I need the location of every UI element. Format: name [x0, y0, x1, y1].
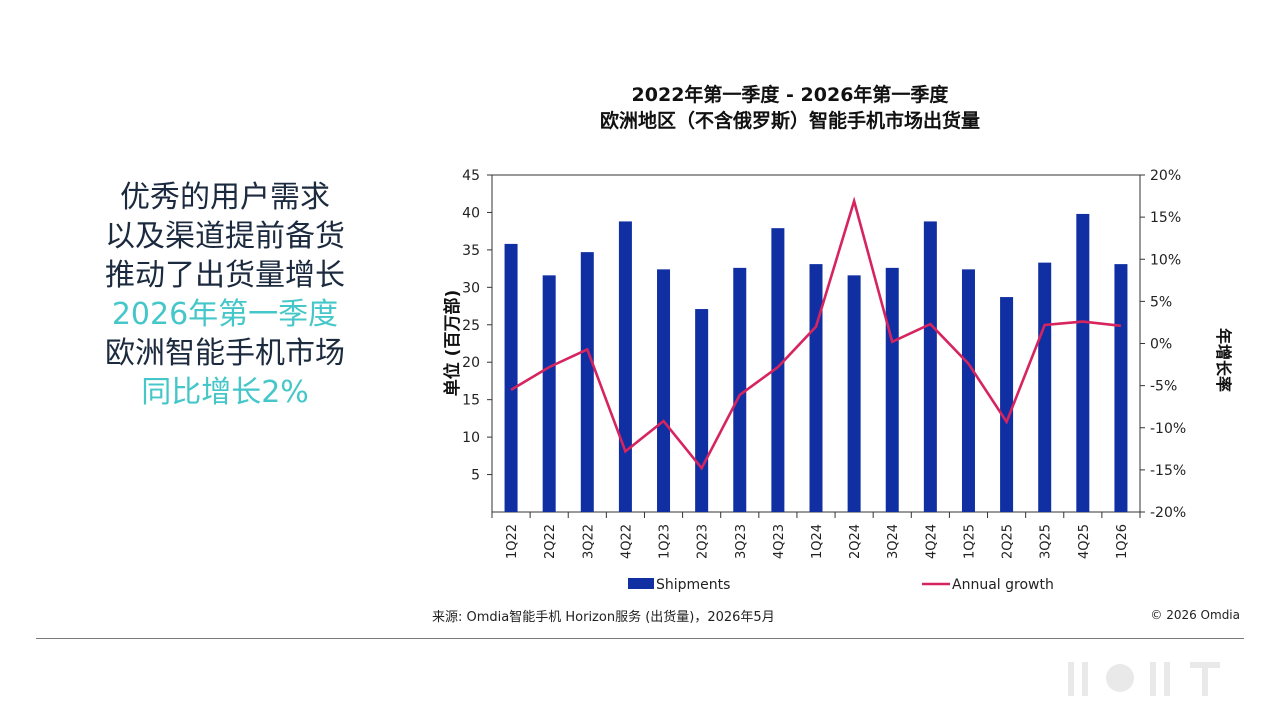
y-tick-label: 5: [471, 468, 480, 484]
y-tick-label: 25: [462, 318, 480, 334]
y-tick-label: 40: [462, 205, 480, 221]
chart: 5 10 15 20 25 30 35 40 45 -20% -15% -10% -5% 0% 5% 10% 1…: [442, 168, 1233, 593]
bar-shipments: [809, 264, 823, 512]
y2-tick-label: 10%: [1150, 252, 1181, 268]
chart-title: 2022年第一季度 - 2026年第一季度: [631, 84, 949, 106]
x-tick-label: 2Q22: [543, 524, 558, 559]
y-tick-label: 20: [462, 355, 480, 371]
legend-label-shipments: Shipments: [656, 577, 730, 593]
x-tick-label: 4Q25: [1077, 524, 1092, 559]
headline-line-5: 欧洲智能手机市场: [105, 336, 345, 371]
y2-tick-label: -15%: [1150, 463, 1186, 479]
x-tick-label: 3Q23: [734, 524, 749, 559]
bar-shipments: [618, 221, 632, 513]
bar-shipments: [1114, 264, 1128, 512]
x-tick-label: 2Q23: [696, 524, 711, 559]
bar-shipments: [657, 269, 671, 512]
bar-shipments: [542, 275, 556, 512]
headline-line-2: 以及渠道提前备货: [105, 219, 345, 254]
bar-shipments: [847, 275, 861, 512]
y2-tick-label: 5%: [1150, 294, 1172, 310]
y2-tick-label: -5%: [1150, 379, 1177, 395]
bar-shipments: [961, 269, 975, 512]
bar-shipments: [1038, 262, 1052, 512]
y2-tick-label: 15%: [1150, 210, 1181, 226]
x-tick-label: 2Q24: [848, 524, 863, 559]
legend-swatch-shipments: [628, 578, 654, 589]
x-tick-label: 4Q24: [924, 524, 939, 559]
x-tick-label: 1Q23: [658, 524, 673, 559]
divider: [36, 638, 1244, 639]
x-tick-label: 1Q24: [810, 524, 825, 559]
headline-line-3: 推动了出货量增长: [105, 258, 345, 293]
headline-line-1: 优秀的用户需求: [120, 180, 330, 215]
y-axis-title: 单位 (百万部): [442, 290, 463, 396]
source-note: 来源: Omdia智能手机 Horizon服务 (出货量)，2026年5月: [432, 610, 775, 625]
bar-shipments: [885, 267, 899, 512]
y-tick-label: 45: [462, 168, 480, 184]
bar-shipments: [1076, 213, 1090, 513]
y-tick-label: 10: [462, 430, 480, 446]
x-tick-label: 4Q23: [772, 524, 787, 559]
headline-line-6: 同比增长2%: [141, 375, 309, 410]
bar-shipments: [695, 309, 709, 512]
y-tick-label: 35: [462, 243, 480, 259]
bar-shipments: [771, 228, 785, 512]
y2-tick-label: 20%: [1150, 168, 1181, 184]
headline: 优秀的用户需求 以及渠道提前备货 推动了出货量增长 2026年第一季度 欧洲智能…: [60, 178, 390, 412]
line-annual-growth: [510, 196, 1122, 471]
x-tick-label: 3Q25: [1039, 524, 1054, 559]
y2-tick-label: -10%: [1150, 421, 1186, 437]
legend-label-annual-growth: Annual growth: [952, 577, 1054, 593]
x-tick-label: 3Q22: [581, 524, 596, 559]
bar-shipments: [580, 252, 594, 512]
x-tick-label: 1Q26: [1115, 524, 1130, 559]
bar-shipments: [1000, 297, 1014, 512]
y2-tick-label: -20%: [1150, 505, 1186, 521]
copyright: © 2026 Omdia: [1150, 608, 1240, 622]
y-tick-label: 30: [462, 280, 480, 296]
bar-shipments: [733, 267, 747, 512]
y2-axis-title: 年增长率: [1214, 328, 1233, 392]
watermark-icon: [1068, 662, 1220, 696]
x-tick-label: 2Q25: [1001, 524, 1016, 559]
headline-line-4: 2026年第一季度: [111, 297, 339, 332]
y2-tick-label: 0%: [1150, 337, 1172, 353]
bar-shipments: [504, 243, 518, 513]
bar-shipments: [923, 221, 937, 513]
x-tick-label: 1Q25: [962, 524, 977, 559]
x-tick-label: 1Q22: [505, 524, 520, 559]
chart-subtitle: 欧洲地区（不含俄罗斯）智能手机市场出货量: [599, 110, 980, 132]
x-tick-label: 4Q22: [619, 524, 634, 559]
x-tick-label: 3Q24: [886, 524, 901, 559]
y-tick-label: 15: [462, 393, 480, 409]
